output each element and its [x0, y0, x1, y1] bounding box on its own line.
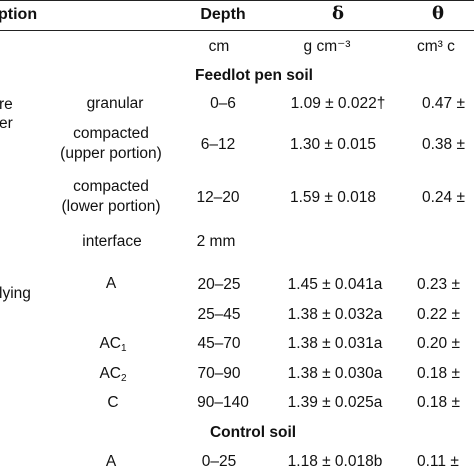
- header-theta: θ: [432, 3, 445, 24]
- row-delta: 1.38 ± 0.032a: [287, 306, 383, 323]
- row-theta: 0.23 ±: [417, 276, 460, 293]
- row-depth: 0–25: [201, 453, 237, 470]
- header-description: ption: [0, 6, 38, 23]
- row-depth: 0–6: [210, 95, 236, 112]
- description-fragment-lying: lying: [0, 285, 31, 302]
- row-horizon: compacted: [73, 178, 149, 195]
- header-delta: δ: [331, 3, 345, 24]
- row-theta: 0.18 ±: [417, 365, 460, 382]
- description-fragment-er: er: [0, 115, 13, 132]
- unit-delta: g cm⁻³: [303, 38, 351, 55]
- row-horizon-detail: (upper portion): [60, 145, 162, 162]
- row-theta: 0.18 ±: [417, 394, 460, 411]
- header-depth: Depth: [200, 6, 246, 23]
- row-delta: 1.38 ± 0.030a: [287, 365, 383, 382]
- row-delta: 1.45 ± 0.041a: [287, 276, 383, 293]
- row-depth: 90–140: [197, 394, 249, 411]
- row-horizon: A: [105, 453, 117, 470]
- row-horizon-subscript: 2: [120, 373, 127, 384]
- row-theta: 0.47 ±: [422, 95, 465, 112]
- row-depth: 2 mm: [196, 233, 236, 250]
- row-horizon-subscript: 1: [120, 343, 127, 354]
- row-delta: 1.09 ± 0.022†: [290, 95, 386, 112]
- unit-theta: cm³ c: [417, 38, 455, 55]
- row-horizon-detail: (lower portion): [61, 198, 161, 215]
- row-depth: 6–12: [200, 136, 236, 153]
- row-horizon: compacted: [73, 125, 149, 142]
- row-theta: 0.11 ±: [417, 453, 459, 470]
- header-rule: [0, 30, 474, 31]
- section-control: Control soil: [209, 424, 297, 441]
- row-depth: 70–90: [197, 365, 241, 382]
- row-delta: 1.59 ± 0.018: [289, 189, 377, 206]
- row-depth: 20–25: [197, 276, 241, 293]
- row-theta: 0.20 ±: [417, 335, 460, 352]
- unit-depth: cm: [208, 38, 230, 55]
- row-horizon: AC1: [99, 335, 127, 354]
- row-horizon: A: [105, 275, 117, 292]
- row-horizon: AC2: [99, 365, 127, 384]
- section-feedlot: Feedlot pen soil: [195, 67, 313, 84]
- row-delta: 1.38 ± 0.031a: [287, 335, 383, 352]
- row-horizon: interface: [82, 233, 142, 250]
- row-delta: 1.18 ± 0.018b: [287, 453, 383, 470]
- row-theta: 0.24 ±: [422, 189, 465, 206]
- row-depth: 25–45: [197, 306, 241, 323]
- row-theta: 0.38 ±: [422, 136, 465, 153]
- top-rule: [0, 0, 474, 1]
- row-delta: 1.30 ± 0.015: [289, 136, 377, 153]
- row-horizon: granular: [86, 95, 144, 112]
- row-theta: 0.22 ±: [417, 306, 460, 323]
- description-fragment-re: re: [0, 96, 13, 113]
- row-depth: 12–20: [196, 189, 240, 206]
- row-horizon: C: [107, 394, 119, 411]
- row-depth: 45–70: [197, 335, 241, 352]
- row-delta: 1.39 ± 0.025a: [287, 394, 383, 411]
